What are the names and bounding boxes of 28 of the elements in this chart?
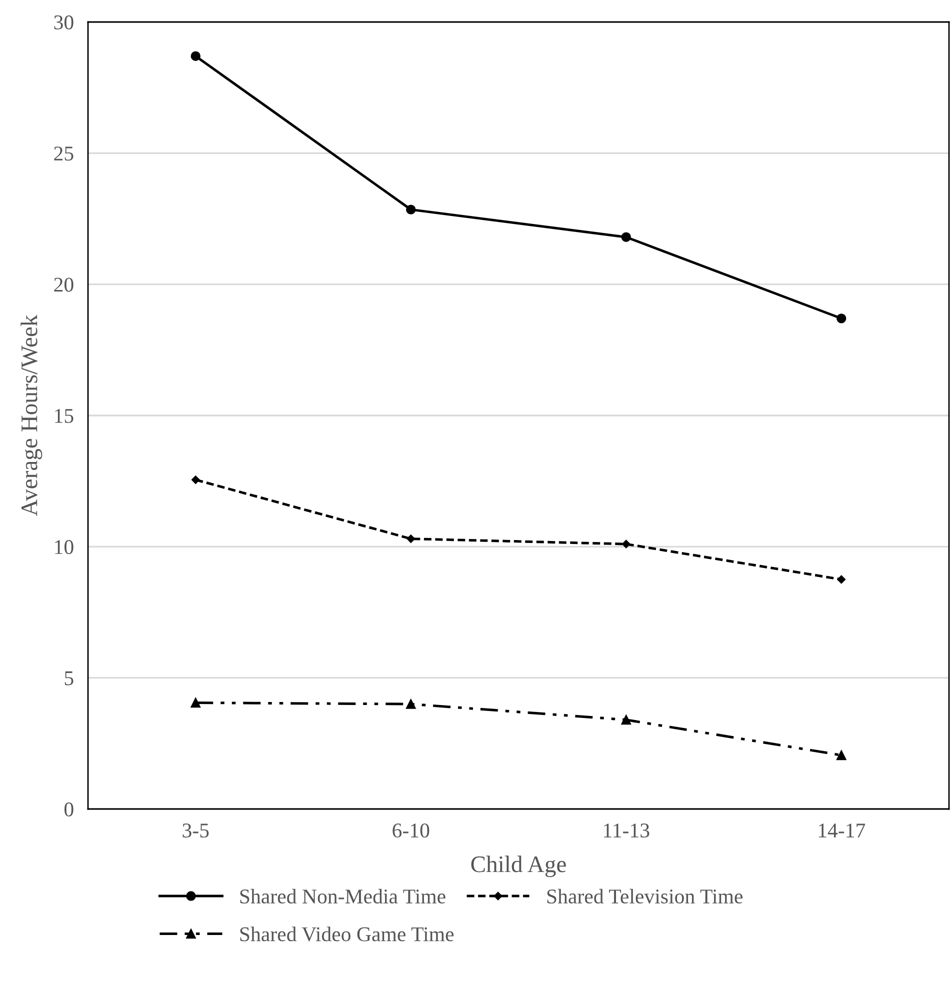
legend-label: Shared Video Game Time: [240, 926, 454, 942]
y-tick-label: 30: [54, 15, 74, 30]
point: [621, 714, 631, 725]
point: [621, 232, 631, 242]
legend-label: Shared Television Time: [547, 888, 742, 904]
point: [191, 476, 200, 484]
x-axis-title: Child Age: [471, 856, 566, 878]
y-tick-label: 15: [55, 408, 74, 423]
point: [190, 698, 200, 708]
y-tick-label: 0: [64, 802, 74, 816]
point: [406, 534, 416, 543]
y-tick-label: 25: [54, 146, 74, 161]
point: [190, 51, 200, 61]
y-tick-label: 5: [64, 671, 74, 686]
x-tick-label: 6-10: [392, 823, 430, 838]
y-tick-label: 10: [55, 540, 74, 554]
x-tick-label: 11-13: [604, 824, 650, 838]
point: [406, 204, 416, 214]
legend-label: Shared Non-Media Time: [240, 888, 446, 904]
y-axis-title: Average Hours/Week: [20, 314, 42, 516]
x-tick-label: 3-5: [182, 824, 209, 838]
point: [836, 750, 846, 760]
x-tick-label: 14-17: [818, 824, 866, 838]
point: [622, 540, 630, 548]
point: [406, 699, 416, 709]
point: [836, 314, 846, 324]
point: [837, 575, 846, 584]
y-tick-label: 20: [54, 278, 74, 292]
